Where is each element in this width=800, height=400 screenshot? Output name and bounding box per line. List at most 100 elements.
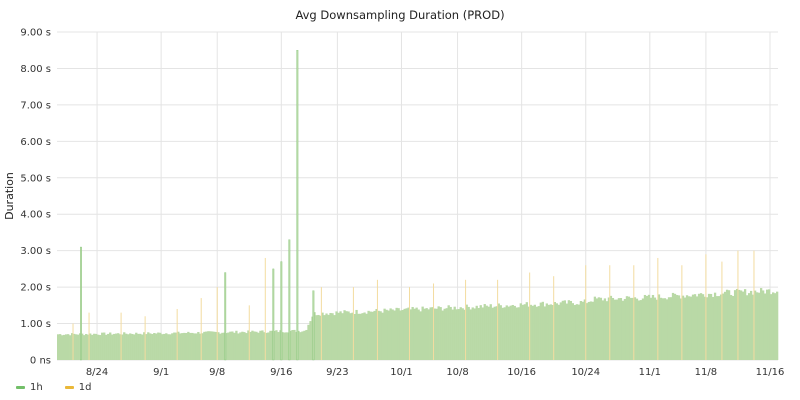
series-1h-bar: [737, 289, 741, 360]
x-tick-label: 10/1: [390, 367, 412, 378]
series-1h-bar: [485, 305, 488, 360]
series-1h-bar: [753, 290, 757, 360]
series-1h-bar: [171, 333, 174, 360]
series-1h-bar: [647, 294, 651, 360]
series-1h-bar: [489, 304, 492, 360]
series-1h-bar: [207, 331, 210, 360]
series-1h-bar: [545, 303, 548, 360]
series-1h-bar: [493, 306, 496, 360]
series-1h-bar: [333, 315, 336, 360]
series-1h-bar: [385, 309, 388, 360]
series-1h-bar: [415, 307, 418, 360]
series-1h-bar: [675, 295, 679, 360]
series-1h-bar: [353, 313, 356, 360]
series-1h-bar: [365, 313, 368, 360]
x-tick-label: 10/24: [571, 367, 600, 378]
series-1h-bar: [363, 312, 366, 360]
series-1h-bar: [451, 309, 454, 360]
series-1d-spike: [681, 265, 683, 360]
series-1h-bar: [689, 296, 693, 360]
y-tick-label: 6.00 s: [20, 137, 51, 148]
series-1h-bar: [315, 315, 318, 360]
y-tick-label: 8.00 s: [20, 64, 51, 75]
series-1h-bar: [593, 296, 597, 360]
series-1h-bar: [151, 334, 154, 360]
series-1h-bar: [575, 304, 579, 360]
series-1h-bar: [95, 333, 98, 360]
series-1h-bar: [301, 331, 304, 360]
series-1h-bar: [467, 306, 470, 360]
series-1h-bar: [563, 300, 567, 360]
series-1h-bar: [643, 294, 647, 360]
series-1h-bar: [111, 334, 114, 360]
series-1h-bar: [769, 294, 773, 360]
legend-item-1d[interactable]: 1d: [64, 382, 91, 393]
series-1h-bar: [585, 303, 589, 360]
series-1h-spike: [312, 290, 315, 361]
series-1h-bar: [97, 334, 100, 360]
y-tick-label: 0 ns: [30, 356, 51, 367]
series-1h-bar: [299, 332, 302, 360]
x-tick-label: 11/8: [695, 367, 717, 378]
series-1d-spike: [176, 308, 178, 360]
series-1h-bar: [263, 332, 266, 360]
series-1h-bar: [667, 297, 671, 360]
series-1d-spike: [352, 287, 354, 360]
x-tick-label: 8/24: [86, 367, 108, 378]
series-1h-bar: [495, 306, 498, 360]
series-1h-bar: [137, 333, 140, 360]
series-1h-bar: [227, 332, 230, 360]
series-1h-bar: [715, 296, 719, 360]
series-1h-bar: [177, 331, 180, 360]
series-1d-bars: [72, 250, 755, 360]
series-1h-bar: [229, 331, 232, 360]
series-1h-bar: [145, 334, 148, 360]
series-1h-bar: [379, 311, 382, 360]
series-1h-bar: [87, 334, 90, 360]
series-1h-bar: [505, 305, 508, 360]
series-1h-bar: [205, 331, 208, 360]
series-1h-bar: [517, 307, 520, 360]
series-1h-bar: [335, 311, 338, 360]
series-1h-bar: [773, 293, 777, 360]
series-1h-bar: [571, 303, 575, 360]
series-1h-bar: [747, 293, 751, 360]
series-1h-bar: [405, 308, 408, 360]
series-1h-bar: [531, 305, 534, 360]
grid-lines: [57, 31, 778, 361]
series-1h-bar: [453, 306, 456, 360]
series-1d-spike: [465, 279, 467, 360]
series-1h-bar: [695, 296, 699, 360]
series-1h-bar: [169, 334, 172, 360]
x-tick-label: 9/1: [153, 367, 169, 378]
series-1h-bar: [723, 291, 727, 360]
series-1h-bar: [347, 311, 350, 360]
legend-item-1h[interactable]: 1h: [16, 382, 43, 393]
series-1h-bar: [237, 333, 240, 360]
series-1h-bar: [693, 294, 697, 360]
y-tick-label: 7.00 s: [20, 100, 51, 111]
series-1h-bar: [107, 333, 110, 360]
series-1h-bar: [109, 332, 112, 360]
series-1h-bar: [619, 298, 623, 360]
series-1h-bar: [213, 331, 216, 360]
series-1h-bar: [133, 334, 136, 360]
series-1h-bar: [249, 331, 252, 360]
series-1h-bar: [511, 304, 514, 360]
series-1h-bar: [655, 299, 659, 360]
series-1h-bar: [649, 297, 653, 360]
series-1h-bar: [653, 297, 657, 360]
series-1h-bar: [697, 293, 701, 360]
series-1h-bar: [459, 307, 462, 360]
series-1h-bar: [275, 330, 278, 360]
chart-title: Avg Downsampling Duration (PROD): [295, 8, 505, 22]
series-1h-bar: [559, 302, 562, 360]
series-1h-bar: [179, 333, 182, 360]
series-1h-bar: [679, 298, 683, 360]
series-1h-bar: [265, 332, 268, 360]
series-1h-bar: [611, 297, 615, 360]
series-1h-bar: [721, 293, 725, 360]
series-1h-bar: [105, 334, 108, 360]
series-1h-bar: [259, 330, 262, 360]
series-1h-bar: [513, 305, 516, 360]
